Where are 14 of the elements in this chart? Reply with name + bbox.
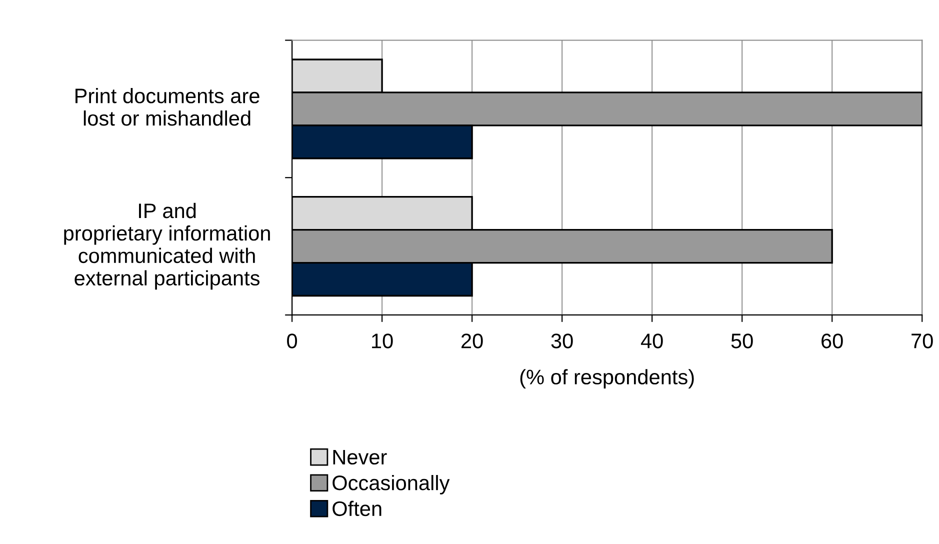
x-tick-label: 20 (462, 334, 483, 348)
x-tick-label: 0 (287, 334, 298, 348)
legend-label: Often (332, 500, 382, 516)
y-tick-label: Print documents are lost or mishandled (76, 88, 260, 126)
x-tick-label: 30 (551, 334, 573, 348)
x-axis-title: (% of respondents) (520, 369, 694, 389)
x-tick-label: 50 (731, 334, 753, 348)
legend-label: Never (333, 450, 387, 465)
x-tick-label: 70 (912, 334, 933, 348)
x-tick-label: 40 (640, 334, 663, 348)
y-tick-label: IP and proprietary information communicated with external participants (64, 202, 270, 290)
x-tick-label: 60 (822, 334, 843, 348)
x-tick-label: 10 (372, 334, 393, 348)
legend-label: Occasionally (332, 475, 450, 494)
